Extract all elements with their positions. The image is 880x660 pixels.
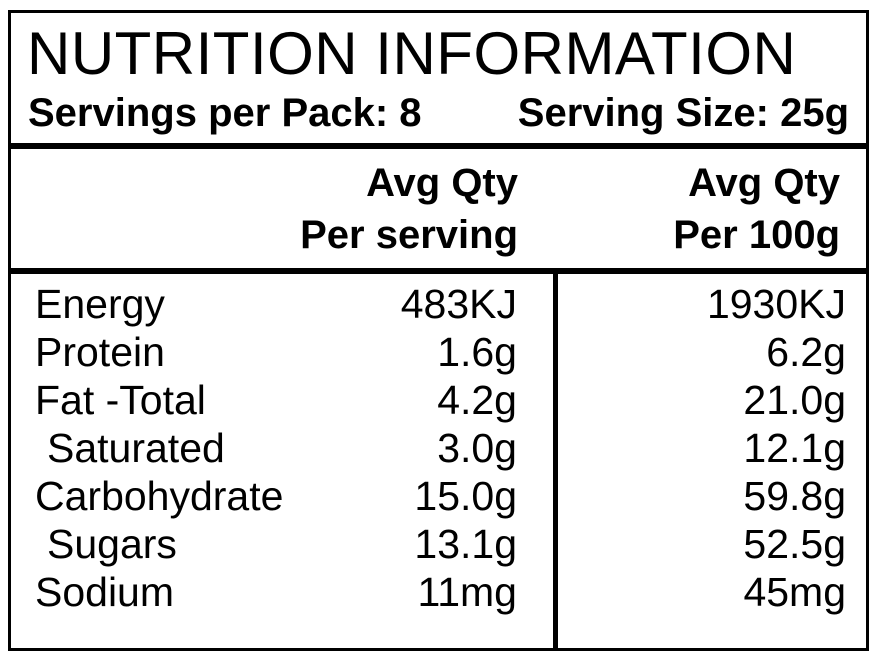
value-per-serving: 3.0g xyxy=(437,425,517,471)
value-per-100g: 6.2g xyxy=(766,329,846,375)
column-header-per-serving: Avg Qty Per serving xyxy=(11,157,518,268)
table-row: Saturated 3.0g 12.1g xyxy=(11,424,866,472)
nutrition-label: NUTRITION INFORMATION Servings per Pack:… xyxy=(8,10,869,651)
value-per-100g: 1930KJ xyxy=(706,281,846,327)
value-per-serving: 1.6g xyxy=(437,329,517,375)
value-per-100g: 52.5g xyxy=(743,521,846,567)
per-serving-header-line1: Avg Qty xyxy=(366,161,518,205)
per-serving-header-line2: Per serving xyxy=(300,213,518,257)
table-row: Carbohydrate 15.0g 59.8g xyxy=(11,472,866,520)
nutrient-name: Sodium xyxy=(35,569,175,615)
value-per-100g: 45mg xyxy=(743,569,846,615)
nutrient-name: Saturated xyxy=(47,425,225,471)
per-100g-header-line2: Per 100g xyxy=(673,213,840,257)
nutrient-name: Protein xyxy=(35,329,165,375)
value-per-100g: 59.8g xyxy=(743,473,846,519)
value-per-100g: 12.1g xyxy=(743,425,846,471)
per-100g-header-line1: Avg Qty xyxy=(688,161,840,205)
table-row: Fat -Total 4.2g 21.0g xyxy=(11,376,866,424)
label-title: NUTRITION INFORMATION xyxy=(27,20,797,87)
nutrient-name: Sugars xyxy=(47,521,177,567)
table-row: Energy 483KJ 1930KJ xyxy=(11,280,866,328)
servings-line: Servings per Pack: 8 Serving Size: 25g xyxy=(11,89,866,137)
nutrient-name: Carbohydrate xyxy=(35,473,284,519)
value-per-serving: 13.1g xyxy=(414,521,517,567)
column-header-per-100g: Avg Qty Per 100g xyxy=(518,157,866,268)
column-divider xyxy=(553,274,558,648)
table-row: Sodium 11mg 45mg xyxy=(11,568,866,616)
value-per-serving: 4.2g xyxy=(437,377,517,423)
table-row: Protein 1.6g 6.2g xyxy=(11,328,866,376)
table-row: Sugars 13.1g 52.5g xyxy=(11,520,866,568)
title-section: NUTRITION INFORMATION Servings per Pack:… xyxy=(11,13,866,149)
value-per-serving: 483KJ xyxy=(400,281,517,327)
value-per-serving: 11mg xyxy=(417,569,517,615)
servings-per-pack: Servings per Pack: 8 xyxy=(28,91,422,135)
value-per-100g: 21.0g xyxy=(743,377,846,423)
column-headers: Avg Qty Per serving Avg Qty Per 100g xyxy=(11,149,866,274)
nutrient-name: Energy xyxy=(35,281,165,327)
value-per-serving: 15.0g xyxy=(414,473,517,519)
nutrient-name: Fat -Total xyxy=(35,377,206,423)
serving-size: Serving Size: 25g xyxy=(517,91,849,135)
nutrient-table: Energy 483KJ 1930KJ Protein 1.6g 6.2g Fa… xyxy=(11,274,866,648)
